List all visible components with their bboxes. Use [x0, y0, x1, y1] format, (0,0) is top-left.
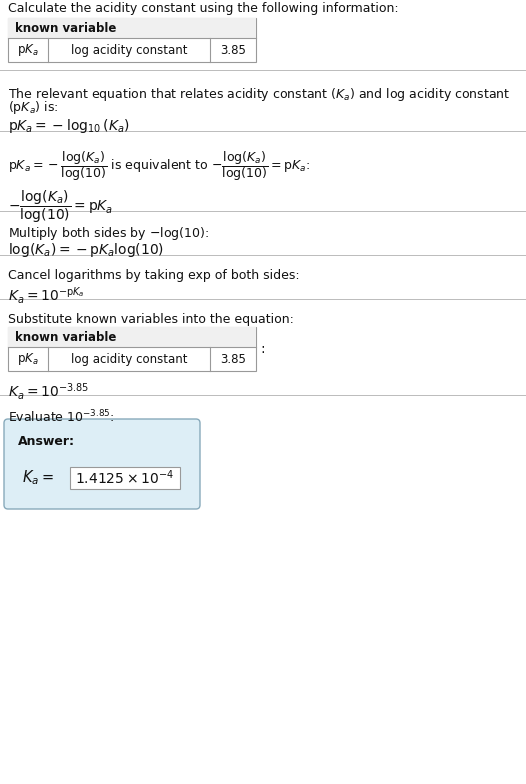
- Text: Calculate the acidity constant using the following information:: Calculate the acidity constant using the…: [8, 2, 399, 15]
- Text: known variable: known variable: [15, 331, 116, 343]
- Bar: [8, 18, 256, 38]
- Text: $K_a = 10^{-\mathrm{p}K_a}$: $K_a = 10^{-\mathrm{p}K_a}$: [8, 285, 85, 306]
- Text: $-\dfrac{\log(K_a)}{\log(10)} = \mathrm{p}K_a$: $-\dfrac{\log(K_a)}{\log(10)} = \mathrm{…: [8, 189, 113, 225]
- Text: :: :: [260, 342, 265, 356]
- Text: $1.4125\times10^{-4}$: $1.4125\times10^{-4}$: [75, 469, 175, 488]
- Text: $\mathrm{p}K_a = -\dfrac{\log(K_a)}{\log(10)}$ is equivalent to $-\dfrac{\log(K_: $\mathrm{p}K_a = -\dfrac{\log(K_a)}{\log…: [8, 149, 310, 183]
- Bar: [8, 327, 256, 347]
- Text: log acidity constant: log acidity constant: [71, 43, 187, 56]
- Bar: [8, 327, 256, 371]
- FancyBboxPatch shape: [4, 419, 200, 509]
- Text: The relevant equation that relates acidity constant ($K_a$) and log acidity cons: The relevant equation that relates acidi…: [8, 86, 511, 103]
- Text: ($\mathrm{p}K_a$) is:: ($\mathrm{p}K_a$) is:: [8, 99, 58, 116]
- Text: Substitute known variables into the equation:: Substitute known variables into the equa…: [8, 313, 294, 326]
- Text: $K_a = $: $K_a = $: [22, 469, 54, 488]
- Bar: [8, 18, 256, 62]
- Text: 3.85: 3.85: [220, 353, 246, 365]
- Text: $\mathrm{p}K_a$: $\mathrm{p}K_a$: [17, 42, 39, 58]
- Text: Cancel logarithms by taking exp of both sides:: Cancel logarithms by taking exp of both …: [8, 269, 300, 282]
- Text: 3.85: 3.85: [220, 43, 246, 56]
- Text: $\log(K_a) = -\mathrm{p}K_a \log(10)$: $\log(K_a) = -\mathrm{p}K_a \log(10)$: [8, 241, 164, 259]
- Bar: [70, 467, 180, 489]
- Text: Evaluate $10^{-3.85}$:: Evaluate $10^{-3.85}$:: [8, 409, 114, 426]
- Text: known variable: known variable: [15, 21, 116, 34]
- Text: $\mathrm{p}K_a$: $\mathrm{p}K_a$: [17, 351, 39, 367]
- Text: log acidity constant: log acidity constant: [71, 353, 187, 365]
- Text: $\mathrm{p}K_a = -\log_{10}(K_a)$: $\mathrm{p}K_a = -\log_{10}(K_a)$: [8, 117, 130, 135]
- Text: Multiply both sides by $-\log(10)$:: Multiply both sides by $-\log(10)$:: [8, 225, 209, 242]
- Text: Answer:: Answer:: [18, 435, 75, 448]
- Text: $K_a = 10^{-3.85}$: $K_a = 10^{-3.85}$: [8, 381, 89, 402]
